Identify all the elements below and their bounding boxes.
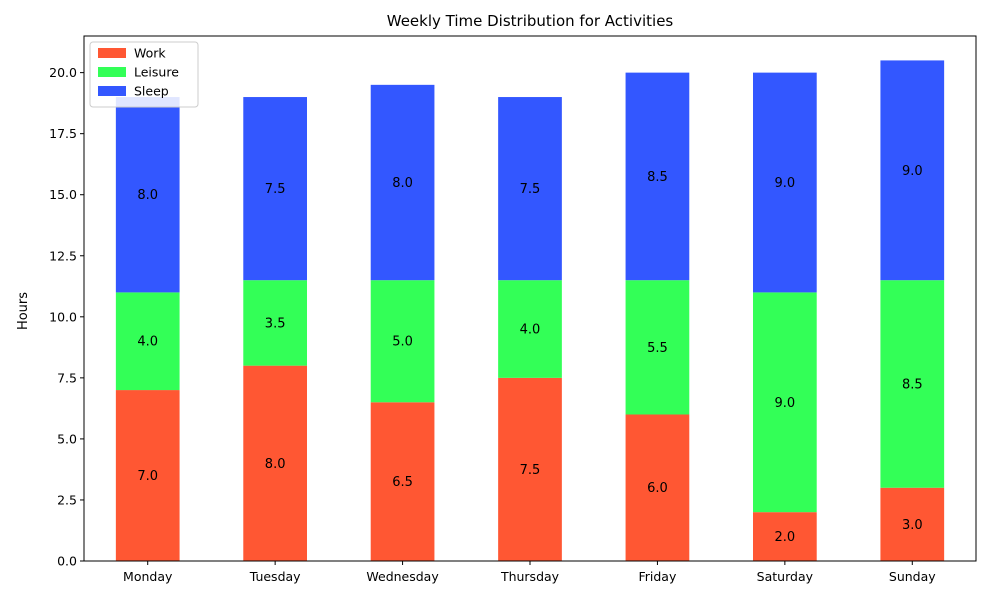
value-label-sleep-saturday: 9.0 bbox=[775, 176, 796, 191]
bar-sleep-monday bbox=[115, 97, 180, 293]
bar-work-wednesday bbox=[370, 402, 435, 561]
value-label-leisure-saturday: 9.0 bbox=[775, 396, 796, 411]
x-tick-label-saturday: Saturday bbox=[757, 569, 814, 584]
legend-swatch-work bbox=[98, 48, 126, 58]
y-tick-label: 17.5 bbox=[49, 126, 77, 141]
value-label-work-saturday: 2.0 bbox=[775, 530, 796, 545]
value-label-leisure-sunday: 8.5 bbox=[902, 377, 923, 392]
y-tick-label: 2.5 bbox=[57, 492, 77, 507]
value-label-leisure-monday: 4.0 bbox=[137, 335, 158, 350]
legend: Work Leisure Sleep bbox=[89, 41, 199, 108]
bar-sleep-thursday bbox=[498, 97, 562, 281]
x-tick-label-friday: Friday bbox=[638, 569, 676, 584]
chart-title: Weekly Time Distribution for Activities bbox=[387, 12, 674, 30]
value-label-work-wednesday: 6.5 bbox=[392, 475, 413, 490]
bar-sleep-tuesday bbox=[243, 97, 307, 281]
y-tick-label: 5.0 bbox=[57, 431, 77, 446]
x-tick-label-sunday: Sunday bbox=[889, 569, 936, 584]
value-label-leisure-wednesday: 5.0 bbox=[392, 335, 413, 350]
bar-leisure-wednesday bbox=[370, 280, 435, 403]
legend-label-work: Work bbox=[134, 46, 166, 61]
bar-sleep-sunday bbox=[880, 60, 945, 281]
bar-work-friday bbox=[625, 414, 690, 561]
bar-leisure-thursday bbox=[498, 280, 562, 378]
value-label-work-monday: 7.0 bbox=[137, 469, 158, 484]
value-label-sleep-tuesday: 7.5 bbox=[265, 182, 286, 197]
bar-work-thursday bbox=[498, 377, 562, 561]
bar-sleep-saturday bbox=[753, 72, 817, 293]
y-tick-label: 7.5 bbox=[57, 370, 77, 385]
legend-swatch-leisure bbox=[98, 67, 126, 77]
bar-work-saturday bbox=[753, 512, 817, 561]
axes: 0.0 2.5 5.0 7.5 10.0 12.5 15.0 17.5 20.0 Monday Tu… bbox=[49, 35, 977, 584]
value-label-sleep-friday: 8.5 bbox=[647, 170, 668, 185]
y-tick-label: 20.0 bbox=[49, 65, 77, 80]
y-tick-label: 12.5 bbox=[49, 248, 77, 263]
x-tick-label-thursday: Thursday bbox=[500, 569, 560, 584]
legend-swatch-sleep bbox=[98, 86, 126, 96]
bar-sleep-wednesday bbox=[370, 84, 435, 281]
y-tick-label: 15.0 bbox=[49, 187, 77, 202]
value-label-leisure-friday: 5.5 bbox=[647, 341, 668, 356]
bar-leisure-monday bbox=[115, 292, 180, 391]
x-tick-label-tuesday: Tuesday bbox=[249, 569, 301, 584]
value-label-work-tuesday: 8.0 bbox=[265, 457, 286, 472]
legend-label-leisure: Leisure bbox=[134, 65, 179, 80]
bar-work-sunday bbox=[880, 487, 945, 561]
value-label-work-thursday: 7.5 bbox=[520, 463, 541, 478]
value-label-sleep-sunday: 9.0 bbox=[902, 164, 923, 179]
legend-label-sleep: Sleep bbox=[134, 84, 169, 99]
bar-leisure-tuesday bbox=[243, 280, 307, 366]
bar-leisure-friday bbox=[625, 280, 690, 415]
x-tick-label-wednesday: Wednesday bbox=[366, 569, 439, 584]
bar-value-labels: 7.0 4.0 8.0 8.0 3.5 7.5 6.5 5.0 8.0 7.5 4.0 7.5 6.0 5… bbox=[137, 164, 922, 545]
value-label-leisure-thursday: 4.0 bbox=[520, 323, 541, 338]
bar-leisure-sunday bbox=[880, 280, 945, 488]
value-label-sleep-wednesday: 8.0 bbox=[392, 176, 413, 191]
y-axis-label: Hours bbox=[16, 292, 31, 330]
value-label-leisure-tuesday: 3.5 bbox=[265, 316, 286, 331]
bar-work-monday bbox=[115, 390, 180, 561]
y-tick-label: 0.0 bbox=[57, 554, 77, 569]
bar-leisure-saturday bbox=[753, 292, 817, 513]
bar-sleep-friday bbox=[625, 72, 690, 281]
y-tick-label: 10.0 bbox=[49, 309, 77, 324]
value-label-sleep-monday: 8.0 bbox=[137, 188, 158, 203]
bar-work-tuesday bbox=[243, 365, 307, 561]
bars-layer bbox=[115, 60, 945, 561]
value-label-work-sunday: 3.0 bbox=[902, 518, 923, 533]
x-tick-label-monday: Monday bbox=[123, 569, 173, 584]
value-label-work-friday: 6.0 bbox=[647, 481, 668, 496]
value-label-sleep-thursday: 7.5 bbox=[520, 182, 541, 197]
